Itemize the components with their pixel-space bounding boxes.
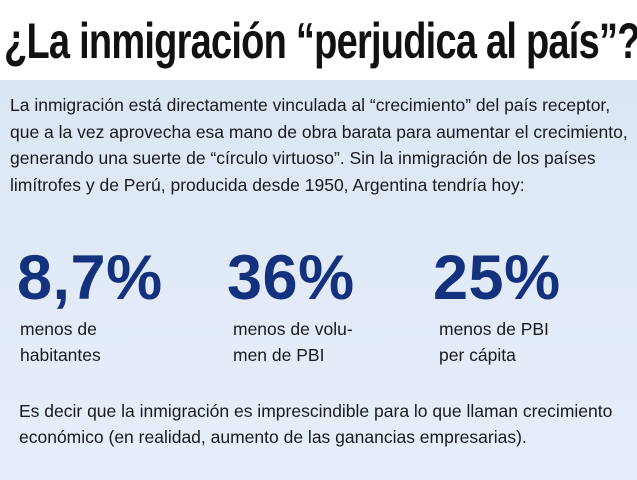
stat-habitantes: 8,7% menos de habitantes [17, 244, 207, 368]
intro-paragraph: La inmigración está directamente vincula… [10, 95, 628, 195]
stat-value: 36% [227, 243, 355, 313]
stat-value: 25% [433, 243, 561, 313]
stat-pbi-per-capita: 25% menos de PBI per cápita [433, 244, 633, 368]
stat-value: 8,7% [17, 243, 163, 313]
stat-label: menos de volu- men de PBI [233, 319, 353, 365]
page-title: ¿La inmigración “perjudica al país”? [4, 13, 637, 69]
conclusion-paragraph: Es decir que la inmigración es imprescin… [19, 401, 613, 447]
stat-volumen-pbi: 36% menos de volu- men de PBI [227, 244, 427, 368]
stat-label: menos de habitantes [20, 319, 101, 365]
title-band: ¿La inmigración “perjudica al país”? [0, 0, 637, 80]
stat-label: menos de PBI per cápita [439, 319, 549, 365]
